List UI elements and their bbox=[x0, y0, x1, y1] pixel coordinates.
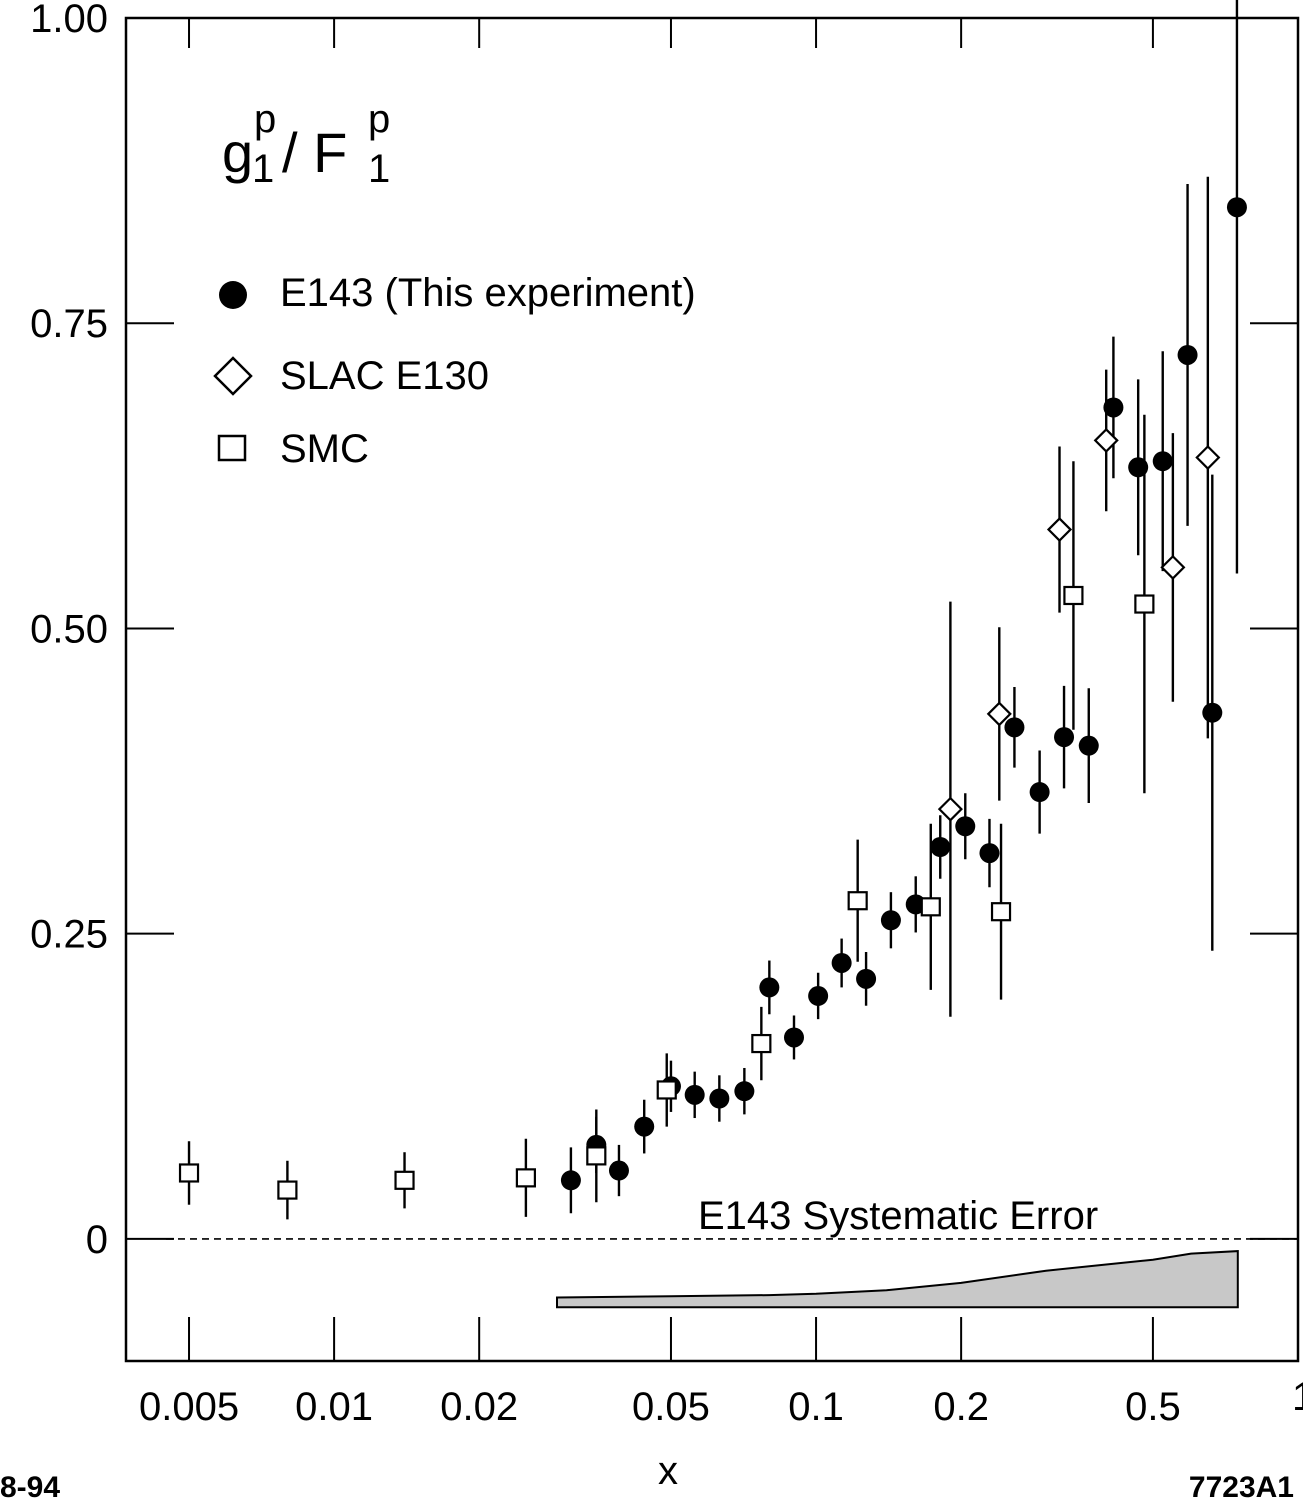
legend-marker-e130 bbox=[213, 356, 253, 396]
x-axis-label: x bbox=[658, 1449, 678, 1493]
e143-point bbox=[1226, 197, 1247, 218]
e143-point bbox=[979, 843, 1000, 864]
y-tick-label: 1.00 bbox=[30, 0, 108, 41]
e130-point bbox=[1046, 517, 1073, 543]
e143-point bbox=[734, 1081, 755, 1102]
x-tick-label: 1 bbox=[1292, 1375, 1303, 1419]
e143-point bbox=[930, 836, 951, 857]
legend-label-e143: E143 (This experiment) bbox=[280, 271, 696, 315]
e143-point bbox=[560, 1170, 581, 1191]
systematic-error-band bbox=[556, 1250, 1239, 1309]
x-tick-label: 0.05 bbox=[632, 1385, 710, 1429]
systematic-error-label: E143 Systematic Error bbox=[698, 1194, 1098, 1238]
e143-point bbox=[1004, 717, 1025, 738]
smc-point bbox=[277, 1180, 298, 1200]
tick-labels: 1.00 0.75 0.50 0.25 0 0.005 0.01 0.02 0.05 0.1 0.2… bbox=[30, 0, 1303, 1429]
data-points bbox=[178, 0, 1247, 1220]
ylabel-sub-2: 1 bbox=[368, 147, 390, 191]
smc-point bbox=[920, 897, 941, 917]
e143-point bbox=[808, 985, 829, 1006]
e143-point bbox=[634, 1116, 655, 1137]
e130-point bbox=[1093, 427, 1119, 453]
y-tick-label: 0 bbox=[86, 1218, 108, 1262]
e143-point bbox=[783, 1027, 804, 1048]
smc-point bbox=[847, 891, 868, 911]
smc-point bbox=[1063, 585, 1084, 606]
e143-point bbox=[831, 952, 852, 973]
e143-point bbox=[608, 1160, 629, 1181]
smc-point bbox=[1134, 594, 1155, 614]
e130-point bbox=[1160, 554, 1186, 580]
smc-point bbox=[751, 1033, 772, 1054]
x-tick-label: 0.02 bbox=[440, 1385, 518, 1429]
e143-point bbox=[880, 910, 901, 931]
e143-point bbox=[1029, 782, 1050, 803]
e143-point bbox=[684, 1084, 705, 1105]
e143-point bbox=[1177, 344, 1198, 365]
e130-point bbox=[1195, 444, 1221, 471]
e143-point bbox=[1103, 397, 1124, 418]
e143-point bbox=[955, 816, 976, 837]
x-tick-label: 0.01 bbox=[295, 1385, 373, 1429]
legend-marker-smc bbox=[217, 434, 247, 462]
e143-point bbox=[1054, 727, 1075, 748]
systematic-error-band-layer bbox=[556, 1250, 1239, 1309]
smc-point bbox=[178, 1163, 200, 1183]
x-tick-label: 0.5 bbox=[1125, 1385, 1181, 1429]
ylabel-sub-1: 1 bbox=[252, 147, 274, 191]
ylabel-group: g p 1 / F p 1 bbox=[222, 97, 390, 191]
x-tick-label: 0.1 bbox=[788, 1385, 844, 1429]
ylabel-main: g bbox=[222, 121, 253, 184]
smc-point bbox=[586, 1146, 607, 1166]
e130-point bbox=[937, 796, 963, 822]
ylabel-slash: / F bbox=[282, 121, 347, 184]
x-tick-label: 0.2 bbox=[933, 1385, 989, 1429]
legend-label-e130: SLAC E130 bbox=[280, 354, 489, 398]
e143-point bbox=[709, 1088, 730, 1109]
e143-point bbox=[1202, 702, 1223, 723]
e143-point bbox=[856, 968, 877, 989]
footer-date: 8-94 bbox=[0, 1471, 60, 1504]
smc-point bbox=[990, 902, 1012, 922]
e143-point bbox=[1078, 735, 1099, 756]
legend-label-smc: SMC bbox=[280, 427, 369, 471]
footer-figure-id: 7723A1 bbox=[1189, 1471, 1294, 1504]
smc-point bbox=[515, 1168, 536, 1188]
smc-point bbox=[394, 1170, 415, 1190]
x-tick-label: 0.005 bbox=[139, 1385, 239, 1429]
y-tick-label: 0.50 bbox=[30, 607, 108, 651]
ylabel-sup-2: p bbox=[368, 97, 390, 141]
y-tick-label: 0.75 bbox=[30, 302, 108, 346]
ylabel-sup-1: p bbox=[254, 97, 276, 141]
axis-ticks bbox=[126, 17, 1298, 1361]
plot-frame bbox=[124, 16, 1300, 1363]
y-tick-label: 0.25 bbox=[30, 913, 108, 957]
legend-marker-e143 bbox=[219, 281, 247, 309]
smc-point bbox=[656, 1080, 677, 1100]
legend: E143 (This experiment) SLAC E130 SMC bbox=[213, 271, 696, 471]
e130-point bbox=[986, 701, 1012, 727]
e143-point bbox=[1152, 451, 1173, 472]
e143-point bbox=[759, 977, 780, 998]
